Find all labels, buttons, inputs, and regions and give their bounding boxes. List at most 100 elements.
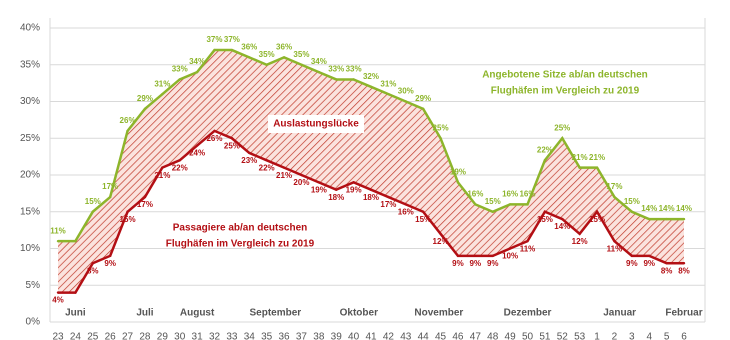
month-label: Juli — [136, 308, 153, 319]
point — [561, 137, 564, 140]
x-tick-label: 32 — [209, 332, 221, 340]
value-label: 11% — [607, 244, 623, 253]
series-annotation: Flughäfen im Vergleich zu 2019 — [491, 86, 640, 97]
x-tick-label: 26 — [105, 332, 117, 340]
x-tick-label: 6 — [681, 332, 687, 340]
x-tick-label: 52 — [557, 332, 569, 340]
x-tick-label: 53 — [574, 332, 586, 340]
series-annotation: Passagiere ab/an deutschen — [173, 223, 308, 234]
value-label: 21% — [154, 171, 170, 180]
x-tick-label: 34 — [244, 332, 256, 340]
value-label: 15% — [537, 215, 553, 224]
y-tick-label: 30% — [20, 96, 40, 107]
point — [248, 56, 251, 59]
x-tick-label: 28 — [139, 332, 151, 340]
value-label: 24% — [189, 149, 205, 158]
point — [421, 107, 425, 111]
month-label: Oktober — [340, 308, 378, 319]
value-label: 15% — [85, 197, 101, 206]
y-tick-label: 15% — [20, 206, 40, 217]
value-label: 21% — [572, 153, 588, 162]
point — [126, 210, 129, 213]
point — [195, 70, 199, 74]
point — [56, 239, 60, 243]
value-label: 14% — [641, 204, 657, 213]
point — [613, 239, 616, 243]
point — [648, 254, 651, 258]
point — [369, 188, 373, 191]
series-annotation: Flughäfen im Vergleich zu 2019 — [166, 239, 315, 250]
x-tick-label: 40 — [348, 332, 360, 340]
point — [74, 291, 77, 294]
value-label: 14% — [659, 204, 675, 213]
point — [491, 254, 494, 258]
x-tick-label: 30 — [174, 332, 186, 340]
value-label: 36% — [276, 43, 292, 52]
point — [300, 173, 303, 177]
x-tick-label: 50 — [522, 332, 534, 340]
point — [595, 210, 599, 213]
value-label: 15% — [485, 197, 501, 206]
x-tick-label: 5 — [664, 332, 670, 340]
point — [108, 195, 112, 199]
value-label: 8% — [678, 266, 690, 275]
x-tick-label: 47 — [470, 332, 482, 340]
value-label: 9% — [643, 259, 655, 268]
point — [317, 70, 321, 74]
point — [335, 188, 338, 191]
value-label: 16% — [398, 208, 414, 217]
point — [74, 239, 77, 243]
x-tick-label: 33 — [226, 332, 238, 340]
month-label: Juni — [65, 308, 86, 319]
value-label: 17% — [380, 200, 396, 209]
point — [317, 181, 321, 184]
gap-area — [58, 50, 684, 293]
value-label: 35% — [293, 50, 309, 59]
point — [439, 137, 442, 140]
y-tick-label: 35% — [20, 59, 40, 70]
point — [578, 232, 581, 235]
x-tick-label: 2 — [612, 332, 618, 340]
point — [508, 203, 512, 206]
point — [404, 100, 407, 103]
point — [126, 129, 129, 133]
x-tick-label: 36 — [278, 332, 290, 340]
value-label: 11% — [50, 226, 66, 235]
y-tick-label: 20% — [20, 170, 40, 181]
point — [265, 159, 268, 162]
series-annotation: Angebotene Sitze ab/an deutschen — [482, 70, 648, 81]
month-label: Februar — [665, 308, 702, 319]
month-label: November — [414, 308, 463, 319]
value-label: 9% — [104, 259, 116, 268]
value-label: 29% — [137, 94, 153, 103]
value-label: 25% — [554, 123, 570, 132]
value-label: 15% — [415, 215, 431, 224]
value-label: 9% — [487, 259, 499, 268]
y-tick-label: 10% — [20, 243, 40, 254]
x-tick-label: 41 — [365, 332, 377, 340]
value-label: 33% — [346, 65, 362, 74]
point — [682, 217, 686, 221]
point — [161, 166, 164, 169]
value-label: 15% — [120, 215, 136, 224]
x-tick-label: 46 — [452, 332, 464, 340]
gap-label: Auslastungslücke — [273, 119, 359, 130]
value-label: 32% — [363, 72, 379, 81]
value-label: 36% — [241, 43, 257, 52]
x-tick-label: 39 — [331, 332, 343, 340]
value-label: 8% — [661, 266, 673, 275]
value-label: 19% — [311, 185, 327, 194]
point — [543, 210, 547, 213]
value-label: 33% — [172, 65, 188, 74]
point — [387, 92, 390, 96]
value-label: 31% — [380, 79, 396, 88]
x-tick-label: 25 — [87, 332, 99, 340]
value-label: 30% — [398, 87, 414, 96]
x-tick-label: 43 — [400, 332, 412, 340]
value-label: 9% — [626, 259, 638, 268]
x-tick-label: 35 — [261, 332, 273, 340]
value-label: 31% — [154, 79, 170, 88]
value-label: 25% — [224, 141, 240, 150]
point — [300, 63, 303, 66]
value-label: 16% — [519, 190, 535, 199]
